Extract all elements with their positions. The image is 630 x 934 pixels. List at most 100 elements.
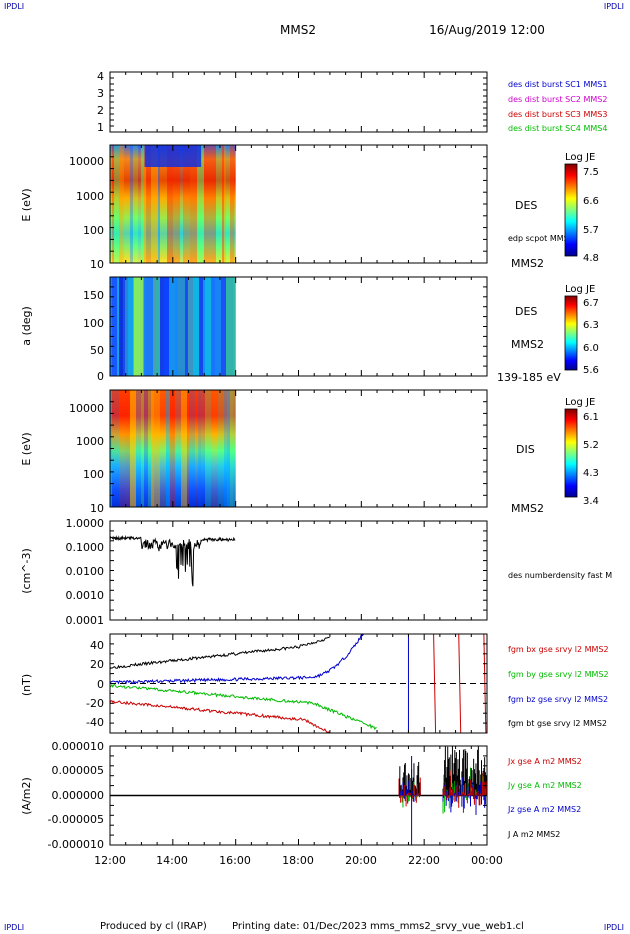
colorbar-des-energy-tick-1: 6.6 — [583, 196, 599, 207]
heatmap-column-des-pitch — [215, 277, 221, 376]
tick-label-burst-3: 3 — [97, 87, 104, 100]
label-des-mms2: MMS2 — [511, 257, 544, 270]
heatmap-column-des-pitch — [211, 277, 215, 376]
footer-config: mms_mms2_srvy_vue_web1.cl — [370, 921, 524, 932]
time-tick-0000: 00:00 — [471, 854, 503, 867]
legend-burst-sc4: des dist burst SC4 MMS4 — [508, 124, 607, 133]
legend-burst-sc3: des dist burst SC3 MMS3 — [508, 110, 607, 119]
tick-label-burst-2: 2 — [97, 104, 104, 117]
legend-fgm-bt: fgm bt gse srvy l2 MMS2 — [508, 719, 607, 728]
label-dis-mms2: MMS2 — [511, 502, 544, 515]
heatmap-column-des-pitch — [221, 277, 226, 376]
heatmap-column-des-pitch — [199, 277, 203, 376]
corner-label-top-left: IPDLI — [4, 2, 25, 11]
heatmap-column-dis-energy — [141, 390, 144, 507]
heatmap-column-des-pitch — [160, 277, 164, 376]
tick-label-dis-e-10000: 10000 — [69, 402, 104, 415]
heatmap-column-dis-energy — [160, 390, 166, 507]
fgm-spike — [458, 633, 462, 734]
footer-printing-date: Printing date: 01/Dec/2023 — [232, 921, 367, 932]
legend-fgm-by: fgm by gse srvy l2 MMS2 — [508, 670, 609, 679]
legend-current-jx: Jx gse A m2 MMS2 — [507, 757, 582, 766]
ylabel-fgm: (nT) — [20, 674, 33, 696]
colorbar-dis-energy-tick-3: 3.4 — [583, 496, 599, 507]
legend-burst: des dist burst SC1 MMS1 des dist burst S… — [508, 80, 607, 133]
heatmap-column-des-energy — [124, 145, 130, 263]
colorbar-pitch: Log JE 6.7 6.3 6.0 5.6 — [564, 284, 599, 376]
heatmap-column-dis-energy — [151, 390, 154, 507]
heatmap-column-dis-energy — [211, 390, 218, 507]
colorbar-dis-energy: Log JE 6.1 5.2 4.3 3.4 — [564, 397, 599, 507]
time-tick-1400: 14:00 — [156, 854, 188, 867]
legend-density: des numberdensity fast M — [508, 571, 612, 580]
heatmap-column-des-pitch — [117, 277, 119, 376]
tick-label-current-minus1e-5: -0.000010 — [48, 838, 104, 851]
heatmap-column-dis-energy — [205, 390, 211, 507]
time-tick-1200: 12:00 — [94, 854, 126, 867]
heatmap-column-des-energy — [160, 145, 167, 263]
tick-label-fgm-40: 40 — [90, 639, 104, 652]
corner-label-bottom-left: IPDLI — [4, 923, 25, 932]
heatmap-column-des-energy — [130, 145, 133, 263]
tick-label-current-5e-6: 0.000005 — [52, 764, 105, 777]
tick-label-current-1e-5: 0.000010 — [52, 740, 105, 753]
tick-label-dis-e-1000: 1000 — [76, 435, 104, 448]
tick-label-density-0.001: 0.0010 — [66, 589, 105, 602]
tick-label-fgm-minus20: -20 — [86, 697, 104, 710]
time-tick-1600: 16:00 — [219, 854, 251, 867]
legend-current-jz: Jz gse A m2 MMS2 — [507, 805, 581, 814]
colorbar-des-energy: Log JE 7.5 6.6 5.7 4.8 — [564, 152, 599, 264]
corner-label-top-right: IPDLI — [603, 2, 624, 11]
colorbar-dis-energy-scale — [564, 408, 578, 498]
heatmap-column-dis-energy — [195, 390, 198, 507]
fgm-bt-trace — [109, 636, 330, 670]
heatmap-column-dis-energy — [175, 390, 181, 507]
tick-label-burst-1: 1 — [97, 121, 104, 134]
tick-label-dis-e-10: 10 — [90, 502, 104, 515]
label-pitch-energy-range: 139-185 eV — [497, 371, 561, 384]
heatmap-column-dis-energy — [130, 390, 136, 507]
heatmap-column-dis-energy — [119, 390, 125, 507]
heatmap-band-des-pitch — [133, 277, 144, 376]
heatmap-column-des-pitch — [193, 277, 199, 376]
heatmap-column-dis-energy — [233, 390, 236, 507]
tick-label-fgm-minus40: -40 — [86, 716, 104, 729]
y-tick-labels: 4 3 2 1 10000 1000 100 10 150 100 50 0 1… — [48, 70, 104, 851]
heatmap-column-des-energy — [204, 145, 209, 263]
heatmap-column-dis-energy — [227, 390, 230, 507]
heatmap-column-dis-energy — [218, 390, 224, 507]
heatmap-column-des-pitch — [164, 277, 169, 376]
colorbar-des-energy-tick-2: 5.7 — [583, 225, 599, 236]
heatmap-column-des-energy — [151, 145, 158, 263]
tick-label-pitch-50: 50 — [90, 344, 104, 357]
heatmap-column-des-pitch — [178, 277, 185, 376]
heatmap-column-des-pitch — [185, 277, 188, 376]
ylabel-pitch: a (deg) — [20, 306, 33, 346]
footer-produced-by: Produced by cl (IRAP) — [100, 921, 207, 932]
legend-fgm-bx: fgm bx gse srvy l2 MMS2 — [508, 645, 609, 654]
heatmap-column-des-pitch — [144, 277, 146, 376]
heatmap-column-des-pitch — [155, 277, 160, 376]
tick-label-des-e-1000: 1000 — [76, 190, 104, 203]
heatmap-column-des-energy — [190, 145, 197, 263]
colorbar-des-energy-title: Log JE — [565, 152, 595, 163]
heatmap-column-des-pitch — [125, 277, 128, 376]
colorbar-dis-energy-tick-2: 4.3 — [583, 468, 599, 479]
label-pitch-mms2: MMS2 — [511, 338, 544, 351]
legend-current: Jx gse A m2 MMS2 Jy gse A m2 MMS2 Jz gse… — [507, 757, 582, 839]
heatmap-column-dis-energy — [181, 390, 187, 507]
heatmap-column-des-energy — [114, 145, 119, 263]
tick-label-pitch-0: 0 — [97, 370, 104, 383]
panel-frame-burst — [109, 71, 488, 133]
heatmap-column-des-pitch — [112, 277, 117, 376]
heatmap-column-des-energy — [234, 145, 236, 263]
colorbar-pitch-tick-3: 5.6 — [583, 365, 599, 376]
time-tick-1800: 18:00 — [282, 854, 314, 867]
heatmap-column-des-energy — [209, 145, 216, 263]
density-trace — [109, 534, 236, 587]
tick-label-dis-e-100: 100 — [83, 468, 104, 481]
ylabel-des-energy: E (eV) — [20, 188, 33, 221]
colorbar-des-energy-tick-0: 7.5 — [583, 167, 599, 178]
heatmap-column-des-energy — [216, 145, 222, 263]
tick-label-density-0.0001: 0.0001 — [66, 614, 105, 627]
